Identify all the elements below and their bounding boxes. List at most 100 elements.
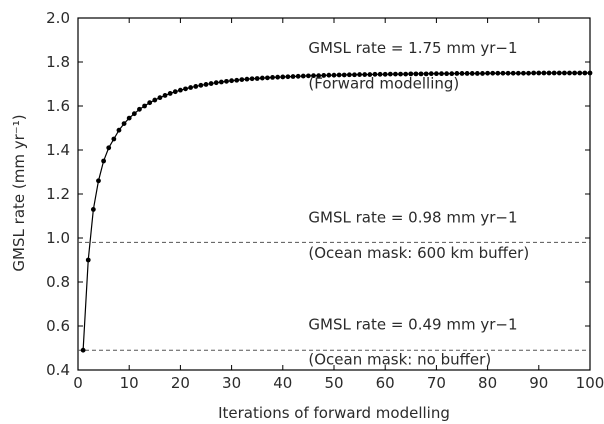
data-point xyxy=(316,73,322,79)
y-tick-label: 0.8 xyxy=(46,273,70,291)
data-point xyxy=(213,80,219,86)
data-point xyxy=(515,70,521,76)
data-point xyxy=(393,71,398,77)
data-point xyxy=(90,207,96,212)
data-point xyxy=(449,71,455,77)
data-point xyxy=(162,93,168,98)
data-point xyxy=(500,70,506,76)
annotation: GMSL rate = 0.49 mm yr−1 xyxy=(308,315,517,333)
data-point xyxy=(285,74,291,80)
data-point xyxy=(464,71,470,76)
series-line xyxy=(82,72,590,351)
data-point xyxy=(172,89,178,95)
data-point xyxy=(459,71,465,76)
x-axis-title: Iterations of forward modelling xyxy=(218,404,450,422)
data-point xyxy=(346,72,352,78)
x-tick-label: 70 xyxy=(427,374,446,392)
data-point xyxy=(408,71,414,77)
data-point xyxy=(567,70,572,76)
annotation: GMSL rate = 1.75 mm yr−1 xyxy=(308,39,517,57)
data-point xyxy=(341,72,347,78)
data-point xyxy=(101,158,106,164)
annotation: (Ocean mask: 600 km buffer) xyxy=(308,244,529,262)
data-point xyxy=(398,71,403,77)
data-point xyxy=(198,82,204,88)
x-tick-label: 40 xyxy=(273,374,292,392)
data-point xyxy=(106,145,112,151)
data-point xyxy=(218,79,224,85)
data-point xyxy=(490,70,496,76)
data-point xyxy=(183,86,188,92)
data-point xyxy=(572,70,578,76)
data-point xyxy=(418,71,424,77)
x-tick-label: 90 xyxy=(529,374,548,392)
data-point xyxy=(121,121,127,126)
data-point xyxy=(265,75,270,81)
data-point xyxy=(556,70,562,76)
data-point xyxy=(306,73,311,79)
data-point xyxy=(116,127,122,133)
data-point xyxy=(587,70,593,76)
data-point xyxy=(531,70,537,76)
x-tick-label: 60 xyxy=(376,374,395,392)
data-point xyxy=(403,71,409,77)
data-point xyxy=(423,71,429,77)
data-point xyxy=(541,70,547,76)
x-tick-label: 10 xyxy=(120,374,139,392)
x-tick-label: 30 xyxy=(222,374,241,392)
data-point xyxy=(280,74,286,80)
data-point xyxy=(295,73,301,79)
data-point xyxy=(157,95,163,101)
data-point xyxy=(208,81,214,86)
y-tick-label: 1.2 xyxy=(46,185,70,203)
data-point xyxy=(193,84,199,89)
y-tick-label: 1.6 xyxy=(46,97,70,115)
data-point xyxy=(111,136,117,142)
data-point xyxy=(131,111,137,117)
data-point xyxy=(577,70,583,76)
x-tick-label: 80 xyxy=(478,374,497,392)
data-point xyxy=(290,74,296,79)
data-point xyxy=(362,72,368,77)
x-tick-label: 50 xyxy=(324,374,343,392)
data-point xyxy=(367,72,373,77)
annotation: (Ocean mask: no buffer) xyxy=(308,351,491,369)
data-point xyxy=(326,72,332,78)
data-point xyxy=(270,75,275,80)
data-point xyxy=(382,71,388,77)
data-point xyxy=(229,78,235,84)
data-point xyxy=(357,72,362,77)
data-point xyxy=(495,70,501,76)
data-point xyxy=(352,72,357,78)
data-point xyxy=(331,72,337,78)
data-point xyxy=(428,71,434,77)
data-point xyxy=(203,82,209,87)
y-tick-label: 0.6 xyxy=(46,317,70,335)
data-point xyxy=(80,347,86,353)
data-point xyxy=(321,73,327,78)
data-point xyxy=(434,71,439,77)
data-point xyxy=(137,106,142,112)
data-point xyxy=(167,91,173,96)
data-point xyxy=(474,71,480,76)
data-point xyxy=(536,70,542,76)
data-point xyxy=(275,74,281,80)
data-point xyxy=(485,70,490,76)
data-point xyxy=(234,77,240,83)
data-point xyxy=(244,76,250,82)
data-point xyxy=(505,70,511,76)
data-point xyxy=(239,77,245,82)
data-point xyxy=(510,70,516,76)
data-point xyxy=(254,76,260,81)
data-point xyxy=(454,71,460,76)
data-point xyxy=(152,97,158,103)
data-point xyxy=(259,75,265,81)
data-point xyxy=(126,115,132,121)
y-tick-label: 1.8 xyxy=(46,53,70,71)
data-point xyxy=(300,73,306,79)
data-point xyxy=(188,85,194,90)
y-axis-title: GMSL rate (mm yr⁻¹) xyxy=(10,114,28,271)
x-tick-label: 100 xyxy=(576,374,604,392)
data-point xyxy=(562,70,567,76)
